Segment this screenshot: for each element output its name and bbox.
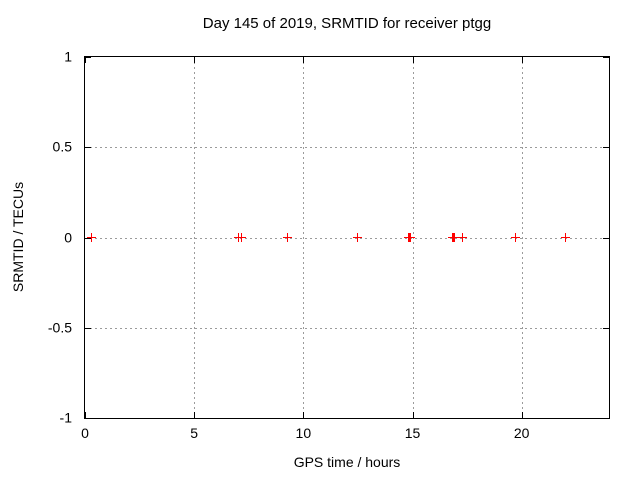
x-tick-label: 10 bbox=[295, 425, 312, 441]
y-tick-label: -1 bbox=[59, 409, 72, 426]
y-tick-label: 0 bbox=[64, 229, 72, 245]
x-tick-mark bbox=[521, 412, 523, 418]
data-point-marker bbox=[561, 232, 571, 242]
x-tick-mark-mirror bbox=[194, 57, 196, 63]
y-tick-mark bbox=[85, 327, 91, 329]
data-point-marker bbox=[450, 232, 460, 242]
x-tick-label: 5 bbox=[190, 425, 199, 441]
x-tick-label: 0 bbox=[81, 425, 89, 441]
x-tick-mark bbox=[194, 412, 196, 418]
plot-area bbox=[84, 56, 610, 419]
x-tick-label: 20 bbox=[513, 425, 530, 441]
grid-line-horizontal bbox=[85, 327, 609, 329]
y-tick-mark bbox=[85, 237, 91, 239]
y-tick-mark-mirror bbox=[603, 237, 609, 239]
x-tick-mark-mirror bbox=[303, 57, 305, 63]
x-axis-label: GPS time / hours bbox=[293, 454, 401, 470]
y-tick-mark bbox=[85, 418, 91, 419]
y-tick-mark-mirror bbox=[603, 327, 609, 329]
data-point-marker bbox=[457, 232, 467, 242]
grid-line-horizontal bbox=[85, 147, 609, 149]
x-tick-label: 15 bbox=[404, 425, 421, 441]
y-tick-mark bbox=[85, 57, 91, 58]
data-point-marker bbox=[352, 232, 362, 242]
y-tick-mark bbox=[85, 147, 91, 149]
grid-line-horizontal bbox=[85, 237, 609, 239]
y-tick-mark-mirror bbox=[603, 57, 609, 58]
y-tick-label: 0.5 bbox=[52, 138, 72, 155]
chart-title: Day 145 of 2019, SRMTID for receiver ptg… bbox=[202, 15, 492, 32]
y-tick-label: -0.5 bbox=[47, 319, 72, 336]
x-tick-mark-mirror bbox=[412, 57, 414, 63]
data-point-marker bbox=[86, 232, 96, 242]
x-tick-mark bbox=[303, 412, 305, 418]
x-tick-mark bbox=[85, 412, 86, 418]
x-tick-mark-mirror bbox=[85, 57, 86, 63]
data-point-marker bbox=[283, 232, 293, 242]
y-tick-mark-mirror bbox=[603, 147, 609, 149]
y-tick-mark-mirror bbox=[603, 418, 609, 419]
data-point-marker bbox=[406, 232, 416, 242]
data-point-marker bbox=[511, 232, 521, 242]
y-tick-label: 1 bbox=[64, 48, 72, 65]
x-tick-mark bbox=[412, 412, 414, 418]
data-point-marker bbox=[237, 232, 247, 242]
x-tick-mark-mirror bbox=[521, 57, 523, 63]
